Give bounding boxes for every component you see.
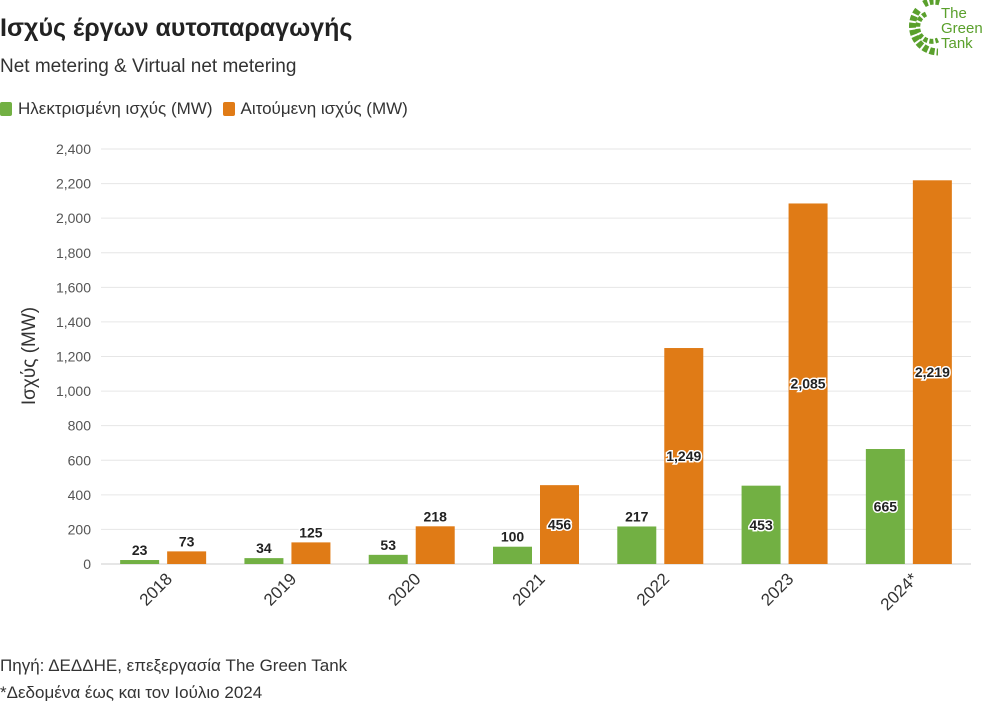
legend: Ηλεκτρισμένη ισχύς (MW) Αιτούμενη ισχύς … xyxy=(0,99,418,119)
chart-subtitle: Net metering & Virtual net metering xyxy=(0,56,297,77)
green-tank-leaf-logo-icon xyxy=(909,0,941,56)
data-label: 2,085 xyxy=(791,376,826,392)
y-tick-label: 600 xyxy=(68,452,92,468)
data-label: 218 xyxy=(424,508,448,524)
bar-requested xyxy=(664,348,704,564)
bar-requested xyxy=(167,551,207,564)
bar-requested xyxy=(912,180,952,564)
data-label: 125 xyxy=(299,524,323,540)
data-label: 100 xyxy=(501,529,525,545)
y-axis-title: Ισχύς (MW) xyxy=(19,307,40,405)
x-tick-label: 2019 xyxy=(260,569,300,609)
data-label: 34 xyxy=(256,540,272,556)
bar-electrified xyxy=(244,558,284,564)
data-label: 2,219 xyxy=(915,364,950,380)
legend-item-requested[interactable]: Αιτούμενη ισχύς (MW) xyxy=(222,99,408,119)
x-tick-label: 2020 xyxy=(384,569,424,609)
bar-requested xyxy=(788,203,828,564)
y-tick-label: 0 xyxy=(83,556,91,572)
y-tick-label: 400 xyxy=(68,487,92,503)
y-tick-label: 2,400 xyxy=(56,141,91,157)
data-label: 665 xyxy=(874,499,898,515)
logo-text-tank: Tank xyxy=(941,35,973,52)
data-label: 73 xyxy=(179,533,195,549)
footnote: *Δεδομένα έως και τον Ιούλιο 2024 xyxy=(0,683,263,702)
logo-text-green: Green xyxy=(941,20,983,37)
bar-electrified xyxy=(368,554,408,564)
data-label: 217 xyxy=(625,508,649,524)
bar-electrified xyxy=(120,560,160,564)
x-tick-label: 2021 xyxy=(509,569,549,609)
bar-requested xyxy=(291,542,331,564)
x-tick-label: 2022 xyxy=(633,569,673,609)
x-tick-label: 2024* xyxy=(877,569,922,614)
legend-label-electrified: Ηλεκτρισμένη ισχύς (MW) xyxy=(18,99,213,118)
y-tick-label: 1,000 xyxy=(56,383,91,399)
y-tick-label: 2,000 xyxy=(56,210,91,226)
x-tick-label: 2018 xyxy=(136,569,176,609)
source-note: Πηγή: ΔΕΔΔΗΕ, επεξεργασία The Green Tank xyxy=(0,656,348,675)
legend-label-requested: Αιτούμενη ισχύς (MW) xyxy=(240,99,408,118)
logo-text-the: The xyxy=(941,5,967,22)
y-tick-label: 200 xyxy=(68,521,92,537)
bar-requested xyxy=(415,526,455,564)
y-tick-label: 1,400 xyxy=(56,314,91,330)
data-label: 53 xyxy=(380,537,396,553)
data-label: 453 xyxy=(749,517,773,533)
legend-swatch-orange xyxy=(222,102,235,116)
y-tick-label: 1,600 xyxy=(56,279,91,295)
y-tick-label: 800 xyxy=(68,418,92,434)
bar-requested xyxy=(540,485,579,564)
x-tick-label: 2023 xyxy=(757,569,797,609)
y-tick-label: 2,200 xyxy=(56,176,91,192)
chart-title: Ισχύς έργων αυτοπαραγωγής xyxy=(0,14,353,42)
bar-electrified xyxy=(493,546,532,564)
y-tick-label: 1,800 xyxy=(56,245,91,261)
y-tick-label: 1,200 xyxy=(56,349,91,365)
data-label: 1,249 xyxy=(666,448,701,464)
data-label: 23 xyxy=(132,542,148,558)
legend-item-electrified[interactable]: Ηλεκτρισμένη ισχύς (MW) xyxy=(0,99,213,119)
legend-swatch-green xyxy=(0,102,12,116)
bar-electrified xyxy=(741,485,781,564)
data-label: 456 xyxy=(548,517,572,533)
bar-electrified xyxy=(865,449,905,564)
bar-electrified xyxy=(617,526,657,564)
